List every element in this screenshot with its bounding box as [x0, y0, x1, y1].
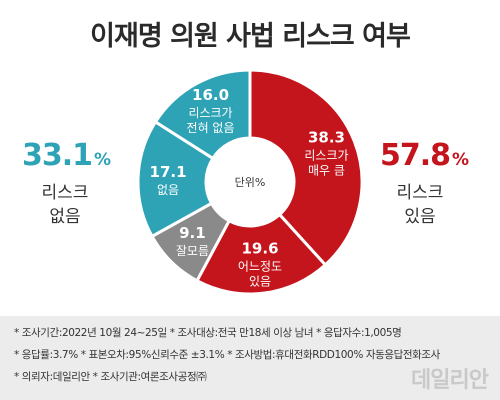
slice-value-label-2: 9.1: [179, 224, 206, 242]
no-risk-total-value: 33.1: [22, 138, 93, 173]
survey-notes: * 조사기간:2022년 10월 24~25일 * 조사대상:전국 만18세 이…: [0, 316, 500, 400]
center-unit-label: 단위%: [235, 176, 266, 189]
survey-note-line-3: * 의뢰자:데일리안 * 조사기관:여론조사공정㈜: [14, 371, 207, 383]
pie-slice-3: [136, 119, 215, 239]
slice-name-label-2-0: 잘모름: [176, 244, 209, 258]
slice-value-label-0: 38.3: [308, 128, 345, 146]
risk-total-value: 57.8: [380, 138, 451, 173]
slice-name-label-1-0: 어느정도: [238, 259, 282, 273]
risk-total-unit: %: [452, 150, 469, 170]
risk-total-label: 리스크 있음: [375, 181, 465, 229]
slice-name-label-3-0: 없음: [157, 183, 179, 197]
pie-slice-1: [194, 212, 328, 296]
slice-name-label-0-1: 매우 큼: [308, 163, 345, 177]
slice-name-label-0-0: 리스크가: [304, 148, 348, 162]
slice-value-label-4: 16.0: [192, 86, 229, 104]
slice-value-label-1: 19.6: [242, 239, 279, 257]
watermark-logo: 데일리안: [411, 368, 489, 393]
no-risk-total: 33.1%: [22, 138, 111, 173]
no-risk-total-unit: %: [94, 150, 111, 170]
chart-title: 이재명 의원 사법 리스크 여부: [90, 21, 411, 52]
risk-label-line2: 있음: [404, 207, 436, 227]
no-risk-label-line2: 없음: [49, 207, 81, 227]
no-risk-total-label: 리스크 없음: [20, 181, 110, 229]
pie-slice-4: [153, 68, 252, 161]
no-risk-label-line1: 리스크: [41, 183, 89, 203]
survey-note-line-1: * 조사기간:2022년 10월 24~25일 * 조사대상:전국 만18세 이…: [14, 327, 402, 339]
risk-label-line1: 리스크: [396, 183, 444, 203]
slice-name-label-1-1: 있음: [249, 274, 271, 288]
risk-total: 57.8%: [380, 138, 469, 173]
slice-value-label-3: 17.1: [150, 163, 187, 181]
pie-slice-0: [248, 68, 364, 268]
slice-name-label-4-1: 전혀 없음: [187, 121, 235, 135]
survey-note-line-2: * 응답률:3.7% * 표본오차:95%신뢰수준 ±3.1% * 조사방법:휴…: [14, 349, 440, 361]
slice-name-label-4-0: 리스크가: [188, 106, 232, 120]
